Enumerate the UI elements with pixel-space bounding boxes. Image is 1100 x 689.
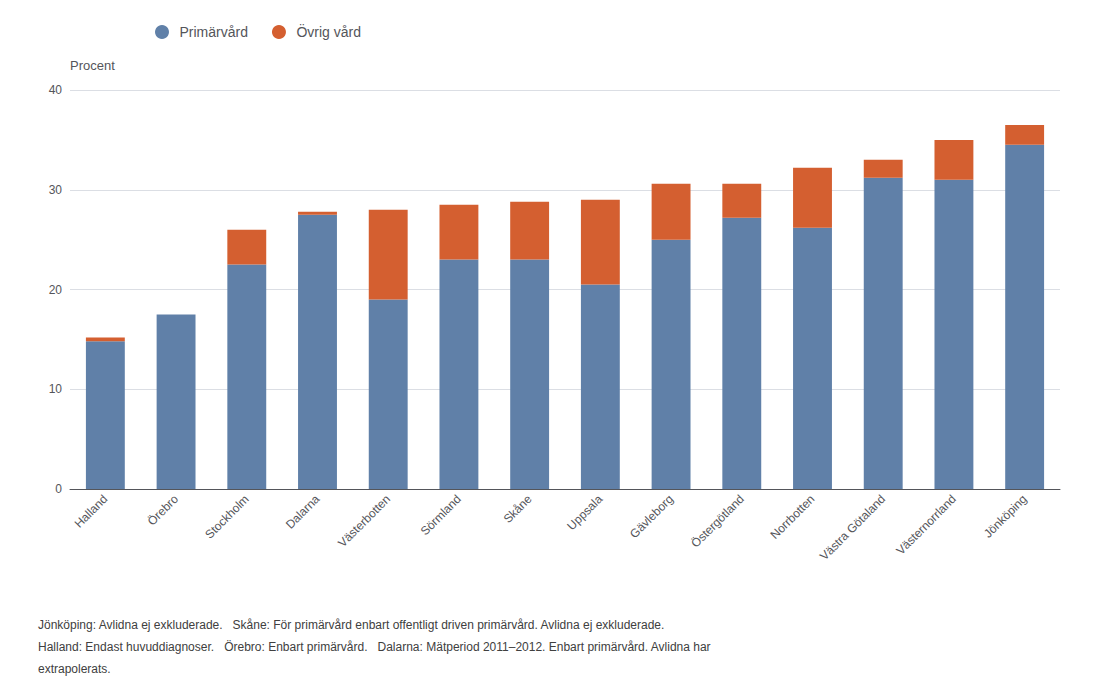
svg-text:Västra Götaland: Västra Götaland	[817, 492, 888, 563]
svg-text:Norrbotten: Norrbotten	[768, 492, 818, 542]
svg-text:Skåne: Skåne	[501, 492, 535, 526]
svg-text:Örebro: Örebro	[145, 492, 182, 529]
svg-text:Gävleborg: Gävleborg	[627, 492, 676, 541]
svg-text:20: 20	[49, 283, 63, 297]
svg-text:Halland: Endast huvuddiagnoser: Halland: Endast huvuddiagnoser. Örebro: …	[38, 640, 711, 654]
svg-text:Jönköping: Jönköping	[981, 492, 1030, 541]
svg-text:30: 30	[49, 183, 63, 197]
svg-text:Stockholm: Stockholm	[202, 492, 251, 541]
svg-text:extrapolerats.: extrapolerats.	[38, 662, 111, 676]
svg-text:10: 10	[49, 382, 63, 396]
svg-text:Procent: Procent	[70, 58, 115, 73]
svg-text:Sörmland: Sörmland	[418, 492, 464, 538]
svg-text:Uppsala: Uppsala	[564, 492, 605, 533]
svg-text:Jönköping: Avlidna ej exkluder: Jönköping: Avlidna ej exkluderade. Skåne…	[38, 618, 664, 632]
svg-text:Östergötland: Östergötland	[688, 492, 746, 550]
svg-text:Primärvård: Primärvård	[180, 24, 248, 40]
svg-text:Västernorrland: Västernorrland	[893, 492, 958, 557]
svg-text:Dalarna: Dalarna	[283, 492, 323, 532]
svg-text:0: 0	[55, 482, 62, 496]
svg-text:40: 40	[49, 83, 63, 97]
svg-text:Halland: Halland	[72, 492, 111, 531]
svg-text:Övrig vård: Övrig vård	[296, 23, 361, 40]
svg-text:Västerbotten: Västerbotten	[335, 492, 393, 550]
